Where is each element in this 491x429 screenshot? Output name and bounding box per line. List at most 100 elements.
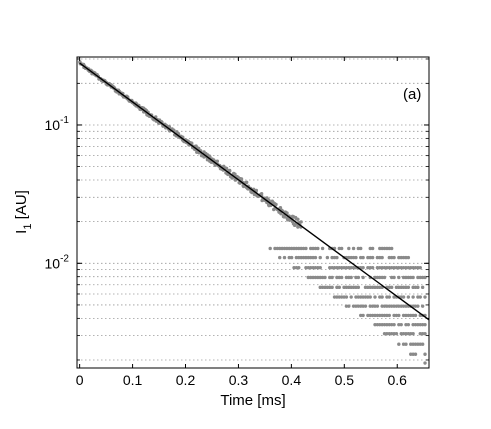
scatter-point bbox=[382, 313, 387, 318]
scatter-point bbox=[330, 275, 334, 280]
x-tick-label: 0.4 bbox=[282, 372, 302, 388]
scatter-point bbox=[401, 304, 406, 308]
scatter-point bbox=[215, 159, 220, 163]
scatter-point bbox=[392, 255, 396, 260]
scatter-point bbox=[289, 246, 294, 251]
scatter-point bbox=[308, 275, 313, 280]
x-tick-label: 0.5 bbox=[335, 372, 355, 388]
scatter-point bbox=[347, 265, 351, 270]
scatter-point bbox=[335, 285, 339, 290]
x-tick-label: 0.2 bbox=[176, 372, 196, 388]
scatter-point bbox=[335, 295, 339, 299]
scatter-point bbox=[344, 265, 349, 270]
scatter-point bbox=[347, 255, 351, 260]
scatter-point bbox=[401, 275, 406, 280]
scatter-point bbox=[380, 322, 384, 327]
scatter-point bbox=[389, 255, 394, 260]
scatter-point bbox=[349, 275, 353, 280]
scatter-point bbox=[423, 295, 427, 299]
scatter-point bbox=[279, 212, 283, 216]
scatter-point bbox=[380, 265, 384, 270]
x-axis-label: Time [ms] bbox=[220, 392, 285, 409]
scatter-point bbox=[318, 265, 322, 270]
scatter-point bbox=[282, 215, 286, 219]
scatter-point bbox=[368, 313, 372, 318]
scatter-point bbox=[273, 246, 277, 251]
scatter-point bbox=[375, 255, 380, 260]
scatter-point bbox=[406, 275, 411, 280]
scatter-point bbox=[308, 265, 313, 270]
scatter-point bbox=[325, 255, 330, 260]
scatter-point bbox=[392, 322, 396, 327]
scatter-point bbox=[354, 295, 358, 299]
scatter-point bbox=[306, 275, 311, 280]
scatter-point bbox=[368, 246, 372, 251]
scatter-point bbox=[406, 285, 411, 290]
scatter-point bbox=[380, 304, 384, 308]
scatter-point bbox=[399, 331, 403, 336]
scatter-point bbox=[397, 342, 401, 346]
scatter-point bbox=[297, 265, 301, 270]
scatter-point bbox=[368, 265, 372, 270]
y-axis-label-subscript: 1 bbox=[22, 224, 34, 230]
scatter-point bbox=[382, 322, 387, 327]
scatter-point bbox=[318, 255, 322, 260]
scatter-point bbox=[418, 295, 422, 299]
scatter-point bbox=[416, 275, 420, 280]
scatter-point bbox=[399, 295, 403, 299]
scatter-point bbox=[328, 285, 332, 290]
scatter-point bbox=[399, 265, 403, 270]
scatter-point bbox=[382, 265, 387, 270]
scatter-point bbox=[268, 246, 272, 251]
scatter-point bbox=[392, 331, 396, 336]
scatter-point bbox=[389, 331, 394, 336]
scatter-point bbox=[387, 255, 392, 260]
scatter-point bbox=[411, 275, 415, 280]
scatter-point bbox=[420, 304, 425, 308]
scatter-point bbox=[356, 275, 361, 280]
scatter-point bbox=[413, 313, 418, 318]
scatter-point bbox=[411, 313, 415, 318]
scatter-point bbox=[404, 285, 408, 290]
scatter-point bbox=[420, 331, 425, 336]
scatter-point bbox=[349, 265, 353, 270]
scatter-point bbox=[423, 322, 427, 327]
fit-line bbox=[79, 62, 430, 321]
scatter-point bbox=[413, 265, 418, 270]
scatter-point bbox=[301, 255, 306, 260]
scatter-point bbox=[380, 313, 384, 318]
scatter-point bbox=[368, 255, 372, 260]
scatter-point bbox=[299, 255, 303, 260]
scatter-point bbox=[313, 246, 318, 251]
scatter-point bbox=[423, 352, 427, 356]
scatter-point bbox=[373, 285, 377, 290]
scatter-point bbox=[411, 322, 415, 327]
scatter-point bbox=[359, 304, 363, 308]
scatter-point bbox=[347, 246, 351, 251]
scatter-point bbox=[370, 313, 375, 318]
scatter-point bbox=[397, 313, 401, 318]
scatter-point bbox=[292, 265, 296, 270]
scatter-point bbox=[349, 285, 353, 290]
scatter-point bbox=[285, 211, 289, 215]
scatter-point bbox=[356, 304, 361, 308]
scatter-point bbox=[351, 285, 356, 290]
scatter-point bbox=[420, 275, 425, 280]
scatter-point bbox=[366, 285, 370, 290]
scatter-point bbox=[316, 265, 320, 270]
scatter-point bbox=[349, 295, 353, 299]
scatter-point bbox=[323, 275, 327, 280]
scatter-point bbox=[328, 265, 332, 270]
scatter-point bbox=[337, 265, 341, 270]
scatter-point bbox=[389, 285, 394, 290]
scatter-point bbox=[387, 304, 392, 308]
scatter-point bbox=[347, 304, 351, 308]
scatter-point bbox=[354, 275, 358, 280]
scatter-point bbox=[227, 168, 232, 173]
scatter-point bbox=[335, 255, 339, 260]
scatter-point bbox=[351, 265, 356, 270]
scatter-point bbox=[339, 295, 344, 299]
scatter-point bbox=[378, 295, 382, 299]
scatter-point bbox=[406, 322, 411, 327]
scatter-point bbox=[224, 166, 229, 171]
